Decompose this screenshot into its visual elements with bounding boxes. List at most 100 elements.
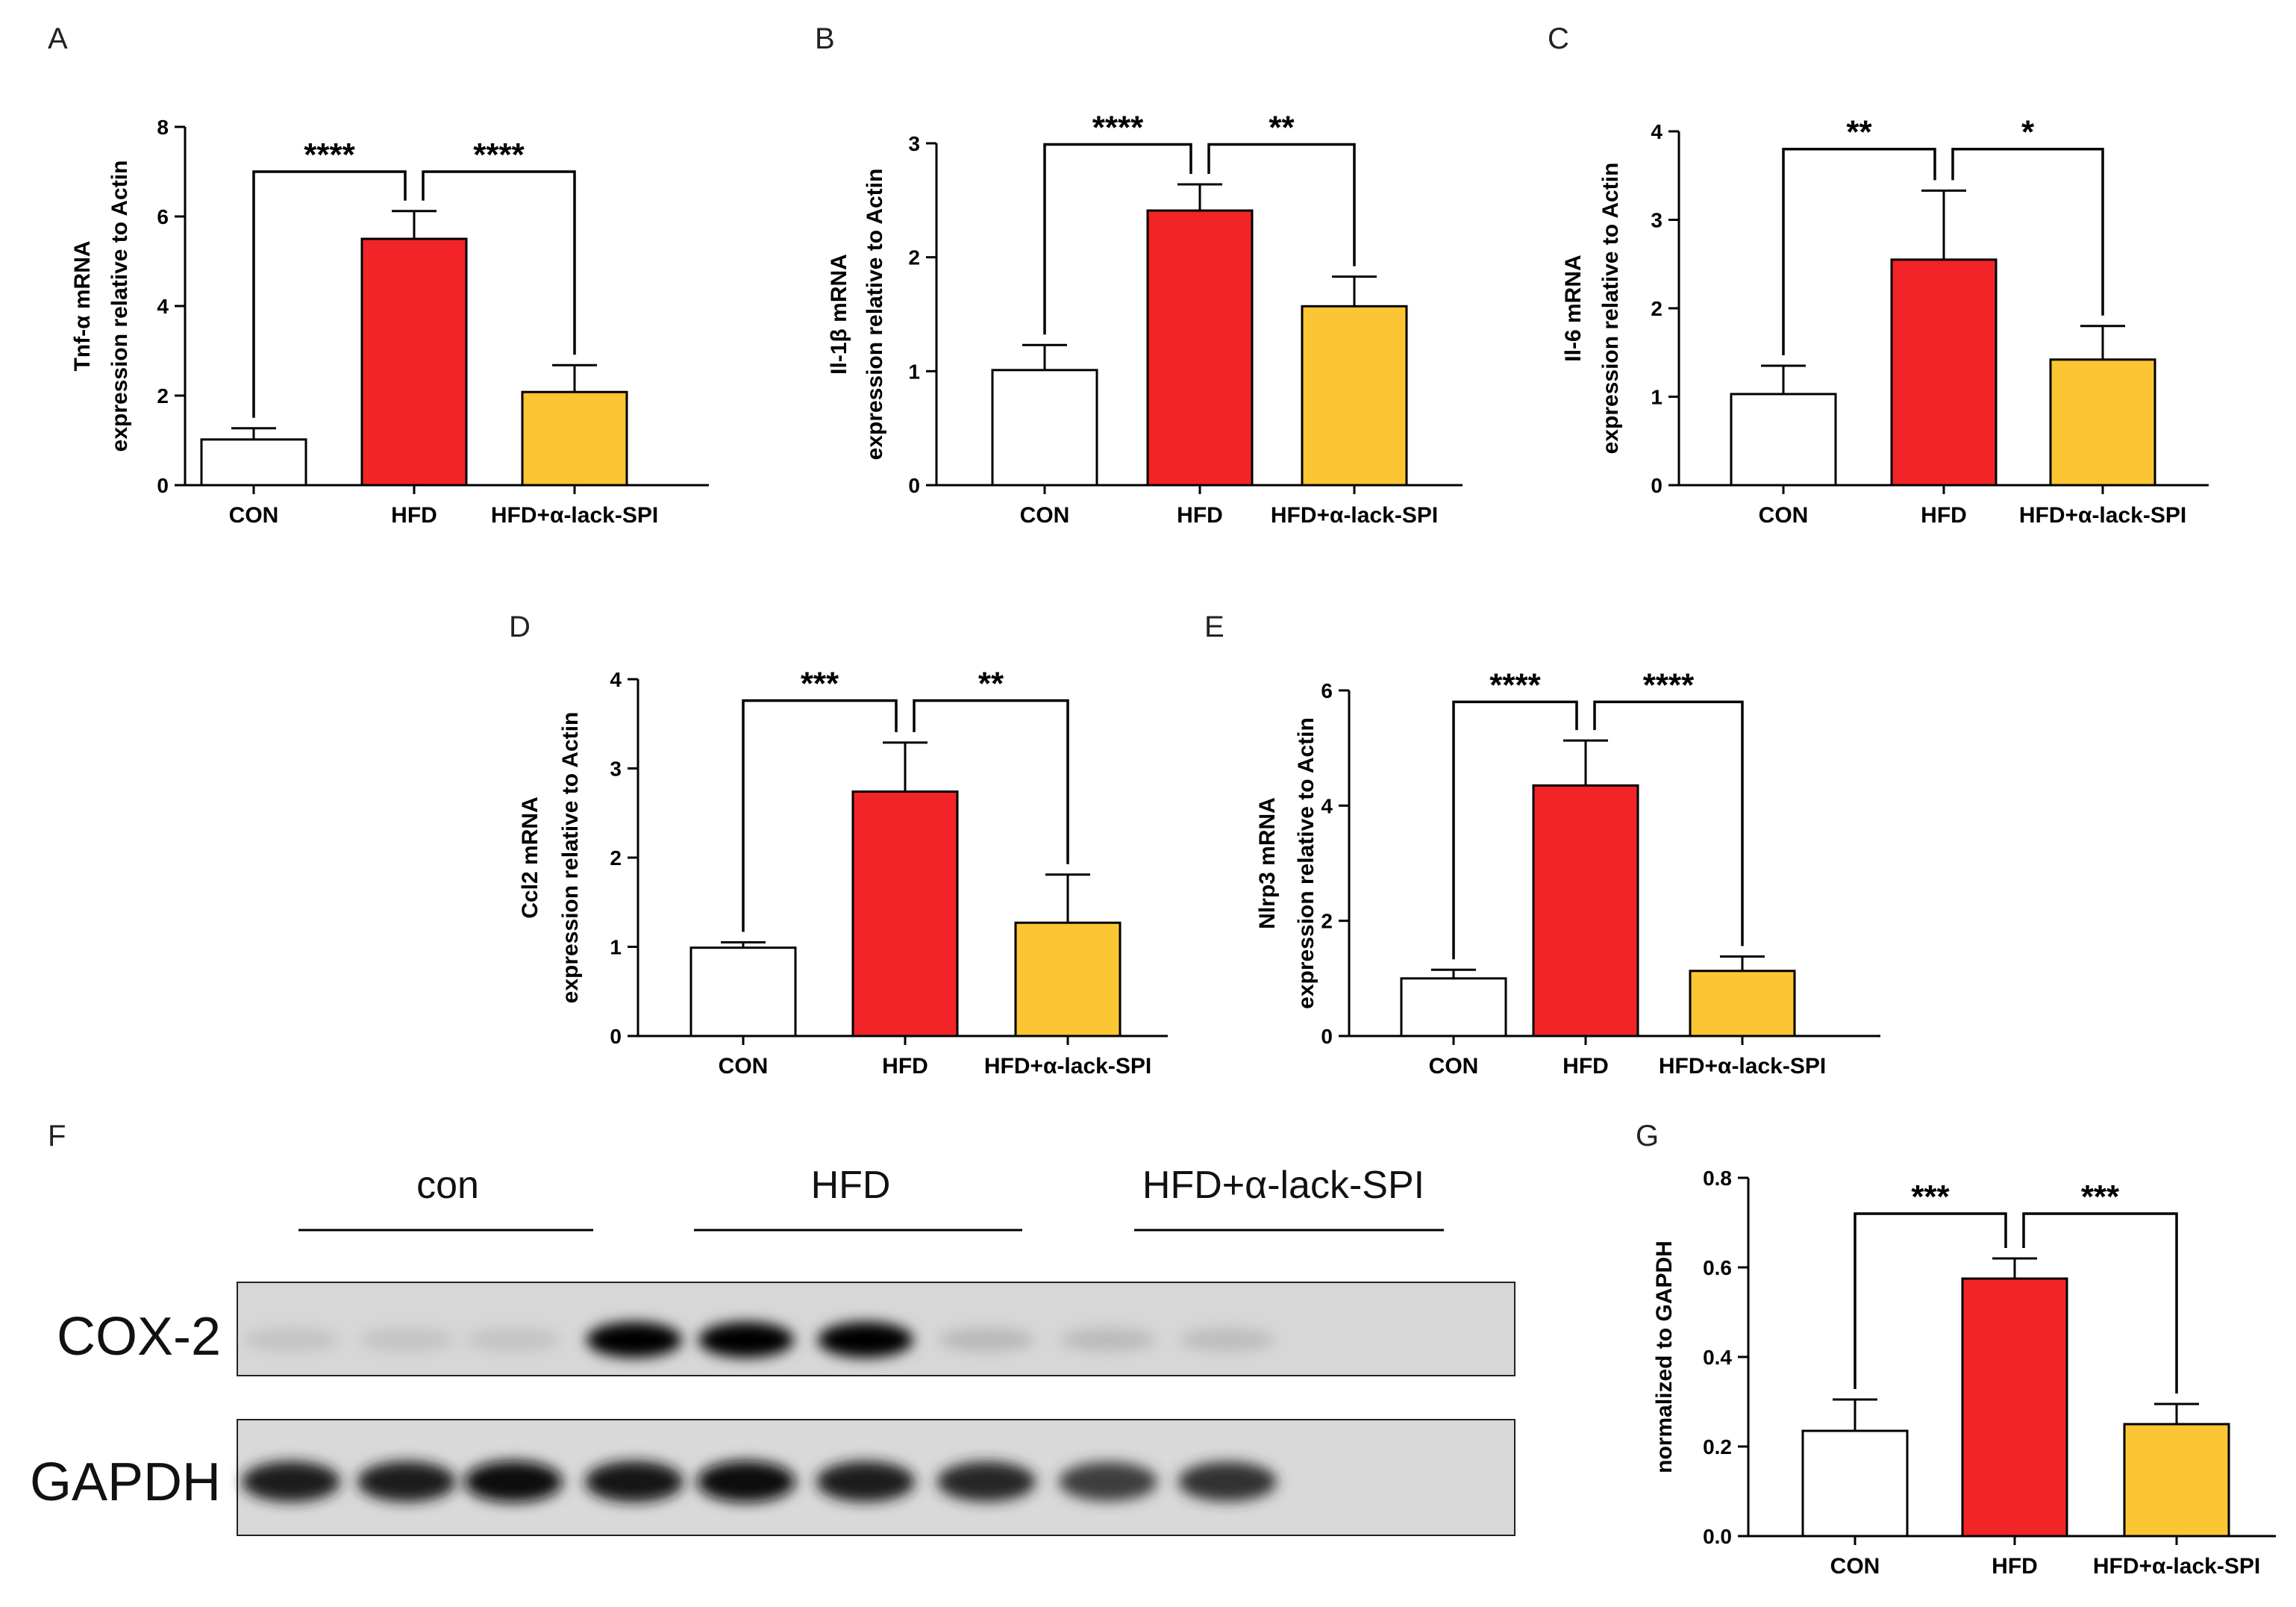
y-tick-label: 2	[908, 246, 920, 269]
y-tick-label: 1	[610, 936, 622, 959]
y-tick-label: 8	[157, 116, 169, 139]
significance-bracket	[913, 699, 1069, 864]
x-category-label: HFD+α-lack-SPI	[1659, 1054, 1826, 1079]
cox2-band	[698, 1322, 794, 1358]
x-category-label: CON	[229, 503, 279, 528]
gapdh-band	[816, 1461, 915, 1503]
y-tick-label: 2	[1651, 297, 1662, 320]
blot-group-label: HFD+α-lack-SPI	[1142, 1164, 1424, 1207]
cox2-band	[243, 1328, 339, 1352]
x-category-label: HFD+α-lack-SPI	[2093, 1554, 2260, 1579]
chart-panel-b: 0 1 2 3 CON HFD HFD+α-lack-SPI Il-1β mRNA expres…	[827, 110, 1463, 528]
y-axis-label-line2: expression relative to Actin	[1598, 163, 1623, 455]
chart-panel-a: 0 2 4 6 8 CON HFD HFD+α-lack-SPI Tnf-α mRNA expre…	[70, 116, 709, 528]
y-tick-label: 1	[1651, 386, 1662, 409]
x-category-label: CON	[1830, 1554, 1880, 1579]
bar-con	[200, 438, 307, 487]
gapdh-band	[242, 1461, 340, 1503]
y-axis-label-line1: Il-6 mRNA	[1561, 255, 1586, 361]
x-category-label: CON	[1020, 503, 1070, 528]
significance-bracket	[2022, 1212, 2178, 1394]
y-axis-label-line2: expression relative to Actin	[558, 712, 583, 1004]
chart-panel-g: 0.0 0.2 0.4 0.6 0.8 CON HFD HFD+α-lack-SPI norma…	[1652, 1167, 2276, 1579]
y-tick-label: 1	[908, 360, 920, 383]
significance-stars: ****	[304, 137, 355, 173]
bar-hfd	[360, 237, 468, 487]
x-category-label: HFD	[391, 503, 437, 528]
bar-con	[1801, 1429, 1909, 1538]
y-tick-label: 0.0	[1703, 1525, 1732, 1548]
y-tick-label: 4	[610, 668, 622, 691]
western-blot: con HFD HFD+α-lack-SPI COX-2 GAPDH	[30, 1164, 1515, 1536]
blot-group-label: con	[416, 1164, 479, 1207]
bar-hfd-alpha-lack-spi	[1689, 970, 1796, 1037]
x-category-label: HFD	[1921, 503, 1967, 528]
significance-bracket	[1951, 147, 2104, 316]
gapdh-band	[937, 1461, 1036, 1502]
gapdh-band	[585, 1461, 684, 1503]
significance-stars: **	[1846, 114, 1872, 151]
gapdh-band	[464, 1461, 563, 1503]
y-tick-label: 2	[1321, 910, 1333, 933]
y-tick-label: 2	[610, 846, 622, 870]
y-tick-label: 6	[157, 205, 169, 228]
significance-bracket	[1207, 143, 1356, 266]
y-tick-label: 6	[1321, 679, 1333, 702]
x-category-label: HFD	[1563, 1054, 1609, 1079]
x-category-label: HFD+α-lack-SPI	[2019, 503, 2186, 528]
bar-hfd	[1532, 784, 1639, 1037]
y-tick-label: 3	[908, 132, 920, 155]
x-category-label: CON	[1759, 503, 1809, 528]
significance-bracket	[1854, 1212, 2007, 1389]
y-tick-label: 0.6	[1703, 1256, 1732, 1279]
y-axis-label-line2: expression relative to Actin	[863, 169, 887, 461]
bar-hfd	[851, 790, 959, 1037]
cox2-band	[1180, 1328, 1275, 1352]
y-axis-label-line1: Tnf-α mRNA	[70, 240, 95, 371]
panel-letter-g: G	[1636, 1120, 1660, 1152]
chart-panel-c: 0 1 2 3 4 CON HFD HFD+α-lack-SPI Il-6 mRNA expres…	[1561, 114, 2209, 528]
blot-row-label-cox2: COX-2	[57, 1307, 221, 1367]
y-tick-label: 4	[157, 295, 169, 318]
y-tick-label: 4	[1321, 794, 1333, 817]
bar-hfd	[1890, 258, 1998, 487]
bar-hfd-alpha-lack-spi	[1301, 305, 1408, 487]
significance-stars: ****	[473, 137, 525, 173]
significance-stars: *	[2021, 114, 2035, 151]
x-category-label: CON	[1429, 1054, 1479, 1079]
cox2-band	[359, 1328, 454, 1352]
x-category-label: HFD+α-lack-SPI	[1271, 503, 1438, 528]
y-tick-label: 0	[610, 1025, 622, 1048]
chart-panel-d: 0 1 2 3 4 CON HFD HFD+α-lack-SPI Ccl2 mRNA expres…	[518, 666, 1168, 1079]
y-tick-label: 4	[1651, 120, 1662, 143]
gapdh-band	[697, 1461, 795, 1503]
bar-hfd	[1146, 209, 1254, 487]
cox2-band	[939, 1328, 1034, 1352]
bar-hfd	[1961, 1277, 2068, 1538]
significance-stars: ***	[1911, 1179, 1950, 1215]
significance-bracket	[1782, 147, 1936, 356]
cox2-band	[466, 1328, 561, 1352]
bar-hfd-alpha-lack-spi	[1014, 921, 1122, 1037]
y-tick-label: 3	[1651, 209, 1662, 232]
cox2-band	[818, 1322, 913, 1358]
y-tick-label: 0	[1651, 474, 1662, 497]
y-axis-label-line2: expression relative to Actin	[1294, 717, 1319, 1009]
bar-hfd-alpha-lack-spi	[2123, 1423, 2230, 1538]
panel-letter-d: D	[509, 611, 531, 643]
bar-con	[991, 369, 1098, 487]
significance-stars: ***	[801, 666, 839, 702]
y-axis-label: normalized to GAPDH	[1652, 1241, 1677, 1473]
chart-panel-e: 0 2 4 6 CON HFD HFD+α-lack-SPI Nlrp3 mRNA expres…	[1255, 667, 1880, 1079]
y-tick-label: 0	[1321, 1025, 1333, 1048]
bar-con	[1730, 393, 1837, 487]
x-category-label: HFD+α-lack-SPI	[984, 1054, 1151, 1079]
panel-letter-e: E	[1204, 611, 1224, 643]
x-category-label: HFD+α-lack-SPI	[491, 503, 658, 528]
gapdh-band	[357, 1461, 456, 1503]
y-axis-label-line1: Nlrp3 mRNA	[1255, 797, 1280, 929]
y-tick-label: 0.4	[1703, 1346, 1732, 1369]
y-tick-label: 3	[610, 758, 622, 781]
cox2-band	[1060, 1328, 1156, 1352]
